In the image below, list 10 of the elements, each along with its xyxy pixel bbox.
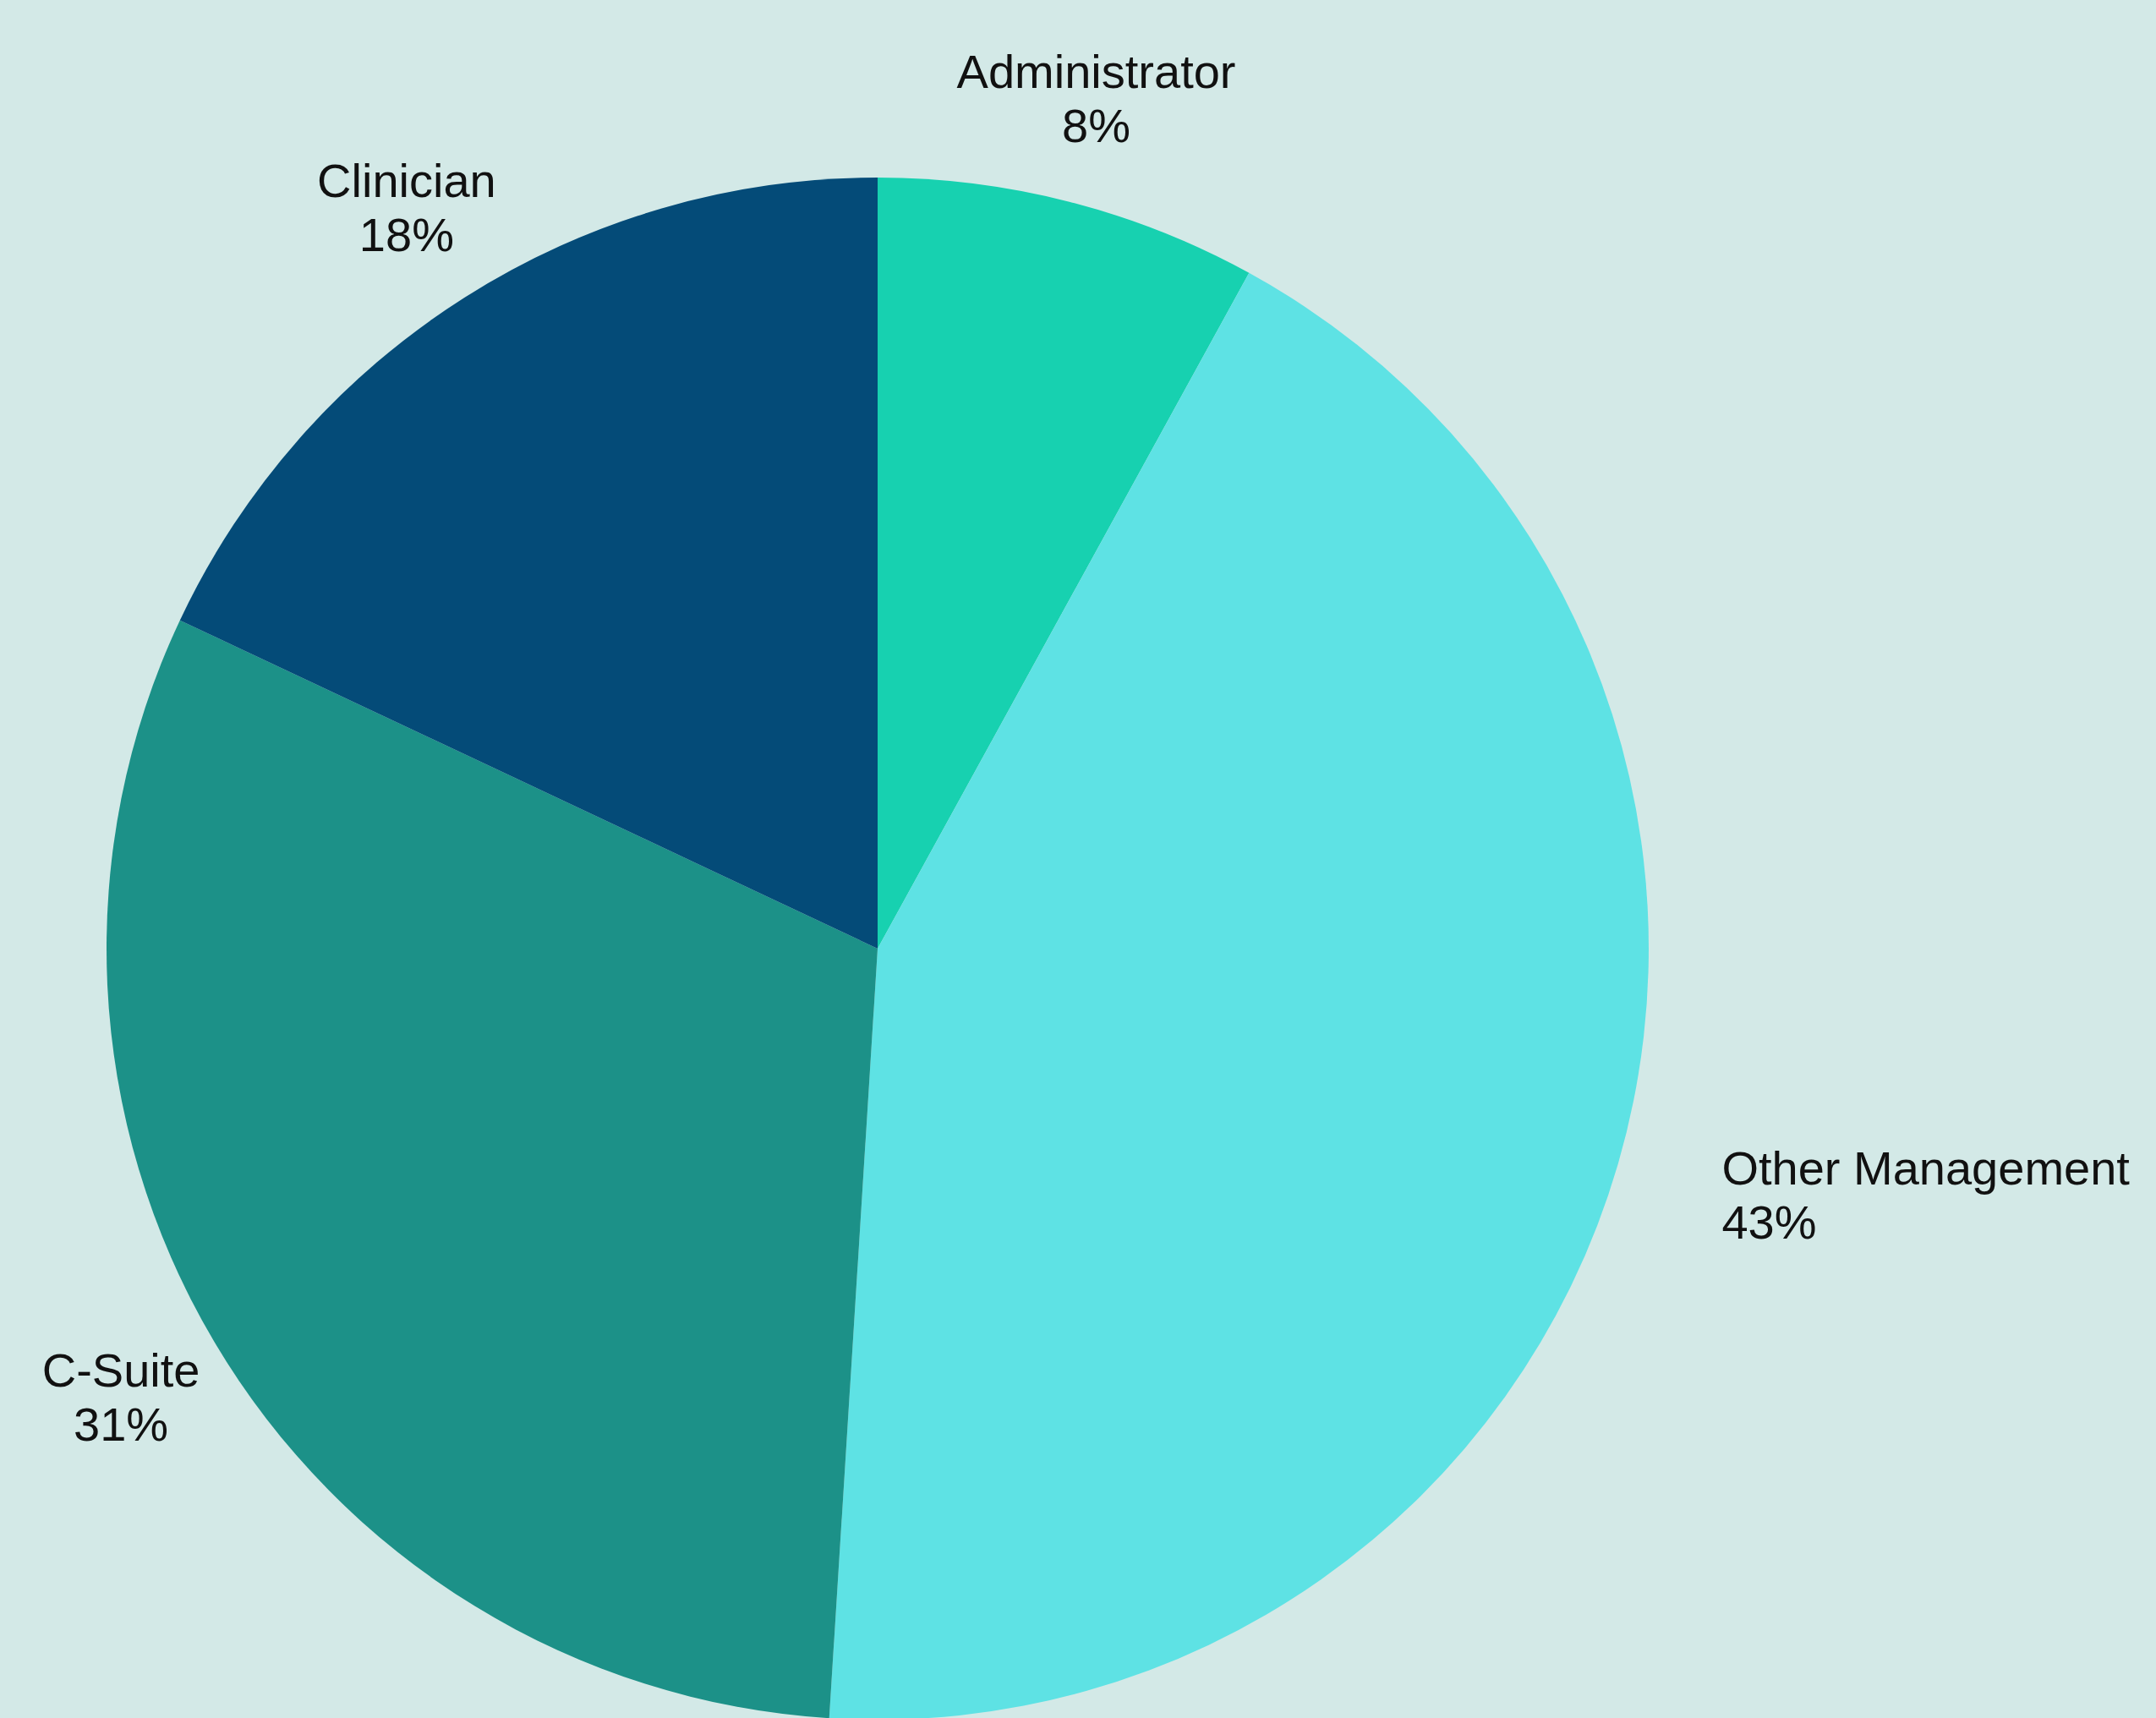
slice-label: Other Management <box>1721 1141 2131 1195</box>
slice-label: C-Suite <box>41 1343 200 1398</box>
pie-slice <box>829 272 1649 1718</box>
slice-label: Administrator <box>956 44 1236 98</box>
pie-slice <box>878 178 1250 949</box>
data-label: 43% <box>1721 1195 1817 1250</box>
data-label: 8% <box>1062 99 1131 153</box>
data-label: 18% <box>358 208 454 262</box>
slice-label: Clinician <box>317 153 496 207</box>
data-label: 31% <box>74 1398 169 1452</box>
